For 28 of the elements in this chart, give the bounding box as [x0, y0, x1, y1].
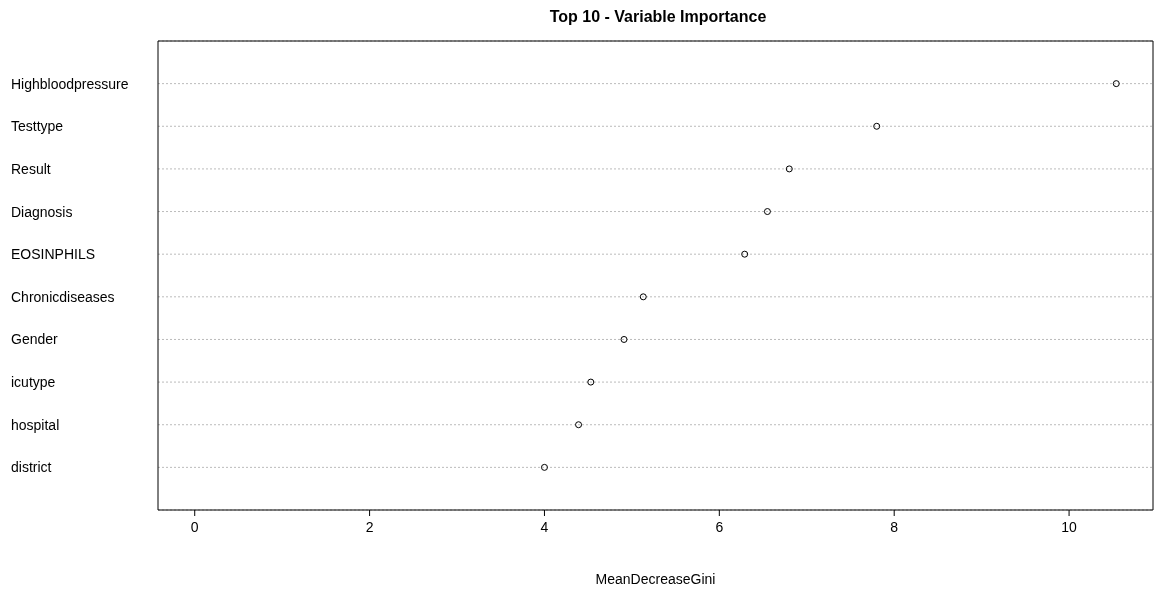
- y-tick-label: Gender: [11, 331, 59, 348]
- chart-title: Top 10 - Variable Importance: [548, 8, 768, 26]
- point: [1112, 80, 1120, 88]
- point: [587, 378, 595, 386]
- y-tick-label: Testtype: [11, 118, 64, 135]
- y-tick-label: EOSINPHILS: [11, 246, 96, 263]
- x-tick-label: 4: [540, 518, 549, 535]
- point: [540, 463, 548, 471]
- point: [741, 250, 749, 258]
- x-tick-label: 2: [365, 518, 374, 535]
- y-tick-label: Chronicdiseases: [11, 288, 115, 305]
- point: [785, 165, 793, 173]
- y-tick-label: district: [11, 459, 52, 476]
- point: [639, 293, 647, 301]
- x-tick-label: 10: [1061, 518, 1078, 535]
- y-tick-label: icutype: [11, 374, 56, 391]
- y-tick-label: Result: [11, 160, 51, 177]
- x-tick-label: 6: [715, 518, 724, 535]
- point: [873, 122, 881, 130]
- x-tick-label: 8: [890, 518, 899, 535]
- y-tick-label: hospital: [11, 416, 60, 433]
- y-tick-label: Highbloodpressure: [11, 75, 129, 92]
- point: [575, 421, 583, 429]
- y-tick-label: Diagnosis: [11, 203, 73, 220]
- point: [620, 335, 628, 343]
- x-tick-label: 0: [190, 518, 199, 535]
- x-axis-title: MeanDecreaseGini: [595, 570, 716, 587]
- point: [763, 208, 771, 216]
